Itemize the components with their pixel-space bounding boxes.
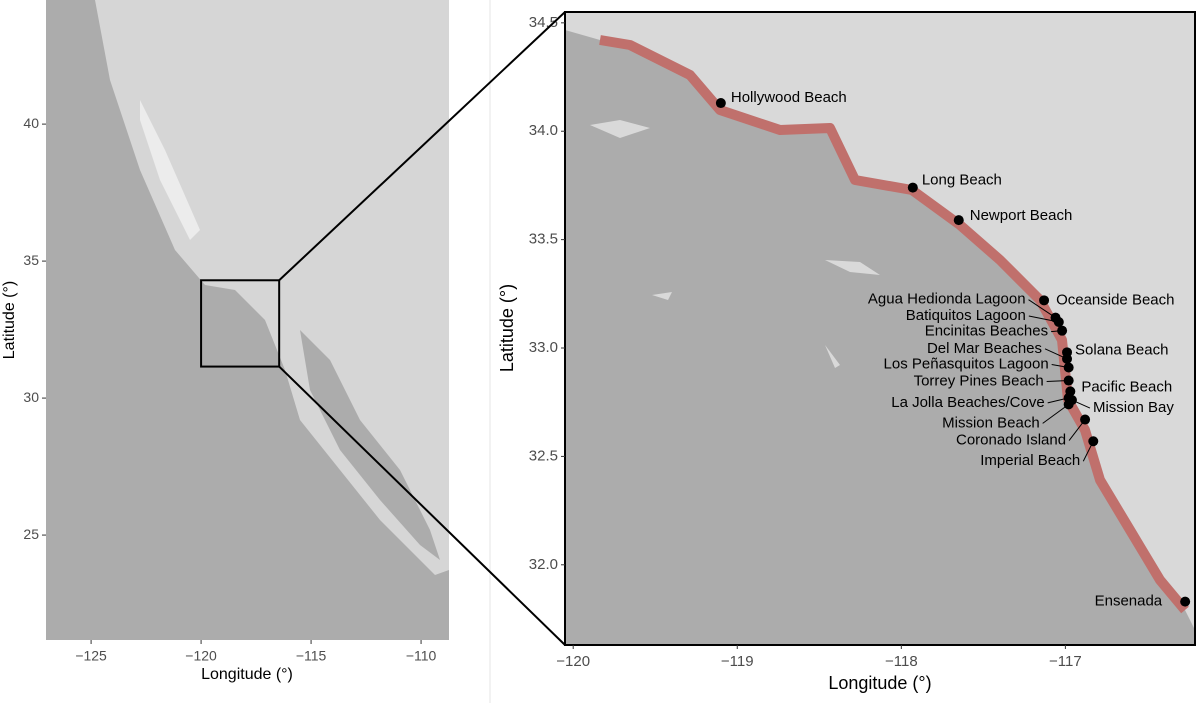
- x-tick-label: −118: [885, 653, 918, 670]
- site-point: [1039, 295, 1050, 306]
- site-point: [1053, 316, 1064, 327]
- y-axis-title: Latitude (°): [497, 284, 517, 372]
- x-tick-label: −110: [406, 648, 437, 664]
- right-frame: [564, 11, 1196, 646]
- site-label: Batiquitos Lagoon: [906, 307, 1026, 324]
- inset-box: [200, 279, 281, 368]
- y-tick-label: 34.0: [529, 122, 558, 139]
- site-label: Mission Beach: [942, 414, 1040, 431]
- y-tick-label: 25: [23, 526, 39, 542]
- site-label: Mission Bay: [1093, 399, 1174, 416]
- site-point: [1057, 325, 1068, 336]
- y-tick-label: 30: [23, 389, 39, 405]
- x-tick-label: −119: [721, 653, 754, 670]
- site-label: Oceanside Beach: [1056, 291, 1174, 308]
- site-point: [1062, 347, 1073, 358]
- site-label: Imperial Beach: [980, 452, 1080, 469]
- site-label: Long Beach: [922, 172, 1002, 189]
- site-label: Newport Beach: [970, 207, 1073, 224]
- site-label: Solana Beach: [1075, 341, 1168, 358]
- site-point: [1063, 399, 1074, 410]
- leader-line: [1028, 299, 1056, 319]
- coastal-band: [599, 35, 1189, 614]
- leader-line: [1042, 403, 1069, 424]
- x-axis-title: Longitude (°): [201, 666, 293, 683]
- zoom-connector: [278, 11, 566, 282]
- leader-line: [1028, 315, 1059, 323]
- gulf: [300, 330, 440, 560]
- x-tick-label: −117: [1049, 653, 1082, 670]
- site-label: Los Peñasquitos Lagoon: [884, 355, 1049, 372]
- site-label: La Jolla Beaches/Cove: [891, 394, 1044, 411]
- site-label: Coronado Island: [956, 432, 1066, 449]
- site-label: Pacific Beach: [1081, 378, 1172, 395]
- x-tick-label: −125: [75, 648, 107, 664]
- y-tick-label: 33.0: [529, 339, 558, 356]
- site-label: Encinitas Beaches: [925, 323, 1048, 340]
- valley: [140, 100, 200, 240]
- right-land: [565, 12, 1195, 630]
- y-tick-label: 35: [23, 252, 39, 268]
- site-point: [1063, 362, 1074, 373]
- x-tick-label: −120: [185, 648, 217, 664]
- x-axis-title: Longitude (°): [828, 673, 931, 693]
- site-point: [1088, 436, 1099, 447]
- site-label: Torrey Pines Beach: [914, 372, 1044, 389]
- site-point: [715, 98, 726, 109]
- site-point: [1080, 414, 1091, 425]
- y-tick-label: 33.5: [529, 231, 558, 248]
- zoom-connector: [278, 365, 566, 646]
- y-axis-title: Latitude (°): [1, 281, 18, 359]
- x-tick-label: −115: [296, 648, 327, 664]
- site-point: [1063, 375, 1074, 386]
- site-label: Ensenada: [1095, 593, 1163, 610]
- y-tick-label: 40: [23, 115, 39, 131]
- x-tick-label: −120: [556, 653, 590, 670]
- y-tick-label: 32.0: [529, 556, 558, 573]
- site-label: Hollywood Beach: [731, 89, 847, 106]
- site-point: [953, 215, 964, 226]
- site-label: Agua Hedionda Lagoon: [868, 291, 1026, 308]
- site-point: [907, 182, 918, 193]
- site-point: [1180, 596, 1191, 607]
- site-label: Del Mar Beaches: [927, 340, 1042, 357]
- y-tick-label: 32.5: [529, 447, 558, 464]
